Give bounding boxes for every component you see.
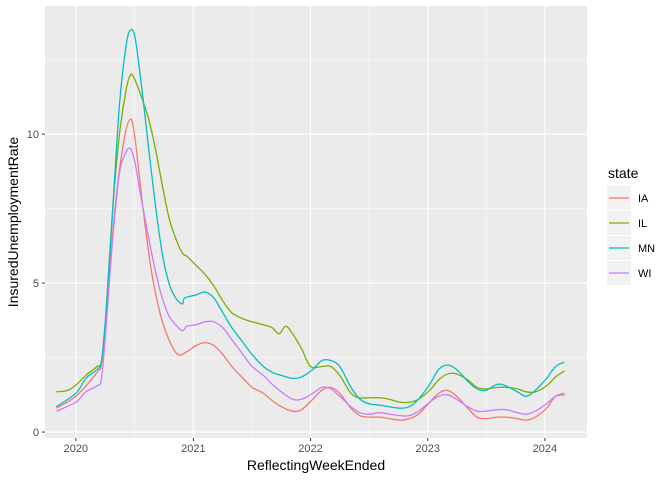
legend-title: state — [608, 165, 639, 181]
plot-panel — [45, 6, 587, 438]
x-axis: 2020 2021 2022 2023 2024 — [64, 438, 557, 455]
series-line-mn — [55, 28, 565, 409]
series-line-wi — [55, 147, 565, 417]
y-tick-label: 0 — [33, 427, 39, 439]
legend-label-ia: IA — [638, 193, 649, 205]
x-tick-label: 2020 — [64, 443, 88, 455]
x-axis-title: ReflectingWeekEnded — [247, 457, 385, 473]
x-tick-label: 2021 — [181, 443, 205, 455]
series-lines — [55, 28, 565, 421]
legend-label-mn: MN — [638, 243, 655, 255]
series-line-ia — [55, 118, 565, 421]
legend: state IA IL MN WI — [607, 165, 655, 285]
x-tick-label: 2023 — [415, 443, 439, 455]
x-tick-label: 2024 — [533, 443, 557, 455]
y-axis-title: InsuredUnemploymentRate — [5, 137, 21, 308]
y-axis: 0 5 10 — [27, 129, 45, 439]
y-tick-label: 5 — [33, 278, 39, 290]
minor-gridlines — [45, 6, 587, 438]
y-tick-label: 10 — [27, 129, 39, 141]
x-tick-label: 2022 — [298, 443, 322, 455]
series-line-il — [56, 73, 565, 404]
legend-label-wi: WI — [638, 268, 651, 280]
legend-label-il: IL — [638, 218, 647, 230]
